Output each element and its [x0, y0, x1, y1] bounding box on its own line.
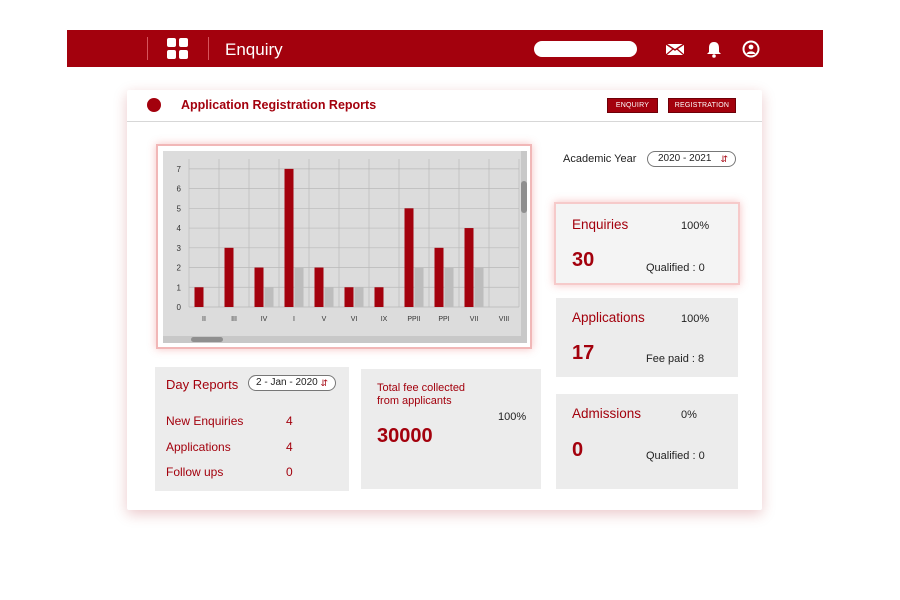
bar	[464, 228, 474, 307]
card-value: 0	[572, 439, 584, 461]
x-tick-label: VIII	[499, 316, 510, 323]
day-reports-date: 2 - Jan - 2020	[256, 377, 318, 388]
card-sub: Fee paid : 8	[646, 353, 705, 365]
page-title: Enquiry	[225, 40, 283, 59]
bar	[344, 287, 354, 307]
x-tick-label: VI	[351, 316, 358, 323]
card-title: Admissions	[572, 406, 642, 421]
academic-year-label: Academic Year	[563, 153, 637, 165]
x-tick-label: III	[231, 316, 237, 323]
card-title: Applications	[572, 310, 645, 325]
registration-button[interactable]: REGISTRATION	[668, 98, 736, 113]
vertical-scroll-thumb[interactable]	[521, 181, 527, 213]
applications-label: Applications	[166, 440, 231, 454]
bar	[404, 208, 414, 307]
divider	[208, 37, 209, 60]
fee-title-line2: from applicants	[377, 395, 452, 407]
bar	[444, 267, 454, 307]
card-value: 30	[572, 249, 595, 271]
day-reports-title: Day Reports	[166, 377, 239, 392]
bar	[254, 267, 264, 307]
fee-percent: 100%	[498, 411, 527, 423]
academic-year-value: 2020 - 2021	[658, 153, 712, 164]
reports-panel: Application Registration Reports ENQUIRY…	[127, 90, 762, 510]
x-tick-label: V	[322, 316, 327, 323]
bar	[354, 287, 364, 307]
bar	[414, 267, 424, 307]
record-dot-icon	[147, 98, 161, 112]
sort-arrows-icon: ⇵	[320, 378, 328, 388]
applications-card[interactable]: Applications 100% 17 Fee paid : 8	[556, 298, 738, 377]
panel-header: Application Registration Reports ENQUIRY…	[127, 90, 762, 122]
x-tick-label: VII	[470, 316, 479, 323]
bar	[294, 267, 304, 307]
academic-year-select[interactable]: 2020 - 2021 ⇵	[647, 151, 736, 167]
y-tick-label: 4	[177, 224, 182, 233]
bar	[264, 287, 274, 307]
fee-card: Total fee collected from applicants 100%…	[361, 369, 541, 489]
day-reports-card: Day Reports 2 - Jan - 2020 ⇵ New Enquiri…	[155, 367, 349, 491]
y-tick-label: 3	[177, 244, 182, 253]
x-tick-label: I	[293, 316, 295, 323]
card-percent: 100%	[681, 220, 710, 232]
card-percent: 100%	[681, 313, 710, 325]
bar	[434, 247, 444, 307]
bar-chart: 0 1 2 3 4 5 6 7 II III IV I V VI IX PPII PPI VII VIII	[156, 144, 532, 349]
y-tick-label: 2	[177, 264, 182, 273]
mail-icon[interactable]	[665, 39, 685, 59]
fee-title-line1: Total fee collected	[377, 382, 466, 394]
horizontal-scroll-thumb[interactable]	[191, 337, 223, 342]
card-value: 17	[572, 342, 595, 364]
bar	[284, 168, 294, 307]
fee-amount: 30000	[377, 425, 433, 447]
divider	[147, 37, 148, 60]
follow-ups-label: Follow ups	[166, 465, 224, 479]
bar	[324, 287, 334, 307]
card-percent: 0%	[681, 409, 697, 421]
applications-value: 4	[286, 440, 293, 454]
panel-title: Application Registration Reports	[181, 98, 377, 112]
sort-arrows-icon: ⇵	[720, 154, 728, 164]
bar	[314, 267, 324, 307]
search-input[interactable]	[534, 41, 637, 57]
bell-icon[interactable]	[704, 39, 724, 59]
card-sub: Qualified : 0	[646, 262, 705, 274]
new-enquiries-value: 4	[286, 414, 293, 428]
new-enquiries-label: New Enquiries	[166, 414, 244, 428]
y-tick-label: 5	[177, 204, 182, 213]
x-tick-label: IX	[381, 316, 388, 323]
user-icon[interactable]	[741, 39, 761, 59]
card-title: Enquiries	[572, 217, 629, 232]
top-bar: Enquiry	[67, 30, 823, 67]
chart-area: 0 1 2 3 4 5 6 7 II III IV I V VI IX PPII PPI VII VIII	[163, 151, 527, 343]
enquiry-button[interactable]: ENQUIRY	[607, 98, 658, 113]
enquiries-card[interactable]: Enquiries 100% 30 Qualified : 0	[554, 202, 740, 285]
x-tick-label: IV	[261, 316, 268, 323]
y-tick-label: 0	[177, 303, 182, 312]
x-tick-label: II	[202, 316, 206, 323]
day-reports-date-select[interactable]: 2 - Jan - 2020 ⇵	[248, 375, 336, 391]
x-tick-label: PPI	[438, 316, 449, 323]
follow-ups-value: 0	[286, 465, 293, 479]
vertical-scrollbar[interactable]	[521, 151, 527, 336]
grid-icon[interactable]	[167, 38, 188, 59]
card-sub: Qualified : 0	[646, 450, 705, 462]
bar	[474, 267, 484, 307]
x-tick-label: PPII	[407, 316, 420, 323]
y-tick-label: 1	[177, 283, 182, 292]
y-tick-label: 7	[177, 165, 182, 174]
y-tick-label: 6	[177, 185, 182, 194]
bar	[224, 247, 234, 307]
horizontal-scrollbar[interactable]	[163, 336, 527, 343]
admissions-card[interactable]: Admissions 0% 0 Qualified : 0	[556, 394, 738, 489]
bar	[374, 287, 384, 307]
bar	[194, 287, 204, 307]
